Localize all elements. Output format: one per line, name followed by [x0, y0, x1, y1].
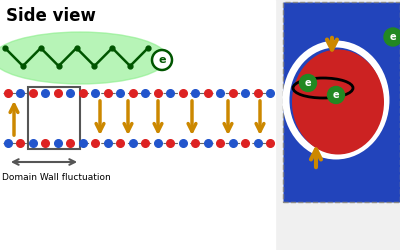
Text: Side view: Side view	[6, 7, 96, 25]
Text: e: e	[333, 90, 339, 100]
Circle shape	[152, 50, 172, 70]
Bar	[0, 0, 275, 250]
Circle shape	[328, 86, 344, 104]
Circle shape	[300, 74, 316, 92]
Text: e: e	[390, 32, 396, 42]
Text: e: e	[158, 55, 166, 65]
Bar	[28, 87, 80, 149]
Text: Domain Wall fluctuation: Domain Wall fluctuation	[2, 174, 111, 182]
Ellipse shape	[0, 32, 168, 84]
Bar	[283, 2, 400, 202]
Ellipse shape	[292, 50, 384, 154]
Text: e: e	[305, 78, 311, 88]
Circle shape	[384, 28, 400, 46]
Ellipse shape	[310, 54, 376, 114]
